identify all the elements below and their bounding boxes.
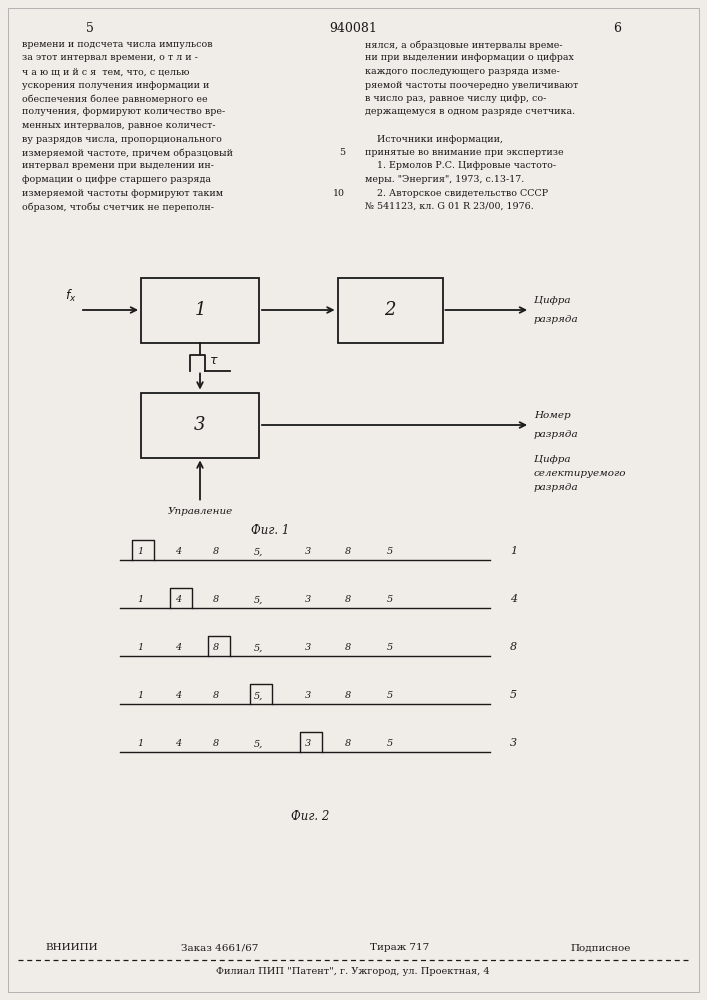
Text: 10: 10 [333, 188, 345, 198]
Text: за этот интервал времени, о т л и -: за этот интервал времени, о т л и - [22, 53, 198, 62]
Text: 8: 8 [345, 692, 351, 700]
Text: 5: 5 [387, 740, 393, 748]
Text: 4: 4 [175, 692, 181, 700]
Text: 3: 3 [305, 595, 311, 604]
Text: измеряемой частоты формируют таким: измеряемой частоты формируют таким [22, 188, 223, 198]
Text: 940081: 940081 [329, 22, 377, 35]
Text: держащемуся в одном разряде счетчика.: держащемуся в одном разряде счетчика. [365, 107, 575, 116]
Text: 5,: 5, [253, 548, 263, 556]
Text: Источники информации,: Источники информации, [365, 134, 503, 143]
Text: 4: 4 [175, 740, 181, 748]
Text: 3: 3 [510, 738, 517, 748]
Text: 3: 3 [194, 416, 206, 434]
Text: 2. Авторское свидетельство СССР: 2. Авторское свидетельство СССР [365, 188, 548, 198]
Text: 5: 5 [510, 690, 517, 700]
Text: обеспечения более равномерного ее: обеспечения более равномерного ее [22, 94, 208, 104]
Text: 3: 3 [305, 692, 311, 700]
Text: Подписное: Подписное [570, 944, 631, 952]
Bar [337, 277, 443, 342]
Text: 8: 8 [213, 644, 219, 652]
Text: 5: 5 [339, 148, 345, 157]
Text: ускорения получения информации и: ускорения получения информации и [22, 81, 209, 90]
Text: 2: 2 [384, 301, 396, 319]
Text: № 541123, кл. G 01 R 23/00, 1976.: № 541123, кл. G 01 R 23/00, 1976. [365, 202, 534, 211]
Text: 8: 8 [345, 595, 351, 604]
Text: разряда: разряда [534, 483, 578, 492]
Text: 1. Ермолов Р.С. Цифровые частото-: 1. Ермолов Р.С. Цифровые частото- [365, 161, 556, 170]
Text: ч а ю щ и й с я  тем, что, с целью: ч а ю щ и й с я тем, что, с целью [22, 67, 189, 76]
Text: разряда: разряда [534, 315, 578, 324]
Text: меры. "Энергия", 1973, с.13-17.: меры. "Энергия", 1973, с.13-17. [365, 175, 525, 184]
Text: получения, формируют количество вре-: получения, формируют количество вре- [22, 107, 226, 116]
Bar [141, 392, 259, 458]
Text: 5: 5 [387, 692, 393, 700]
Text: 5: 5 [387, 548, 393, 556]
Text: Филиал ПИП "Патент", г. Ужгород, ул. Проектная, 4: Филиал ПИП "Патент", г. Ужгород, ул. Про… [216, 968, 490, 976]
Text: менных интервалов, равное количест-: менных интервалов, равное количест- [22, 121, 216, 130]
Text: 8: 8 [345, 644, 351, 652]
Text: измеряемой частоте, причем образцовый: измеряемой частоте, причем образцовый [22, 148, 233, 157]
Text: селектируемого: селектируемого [534, 469, 626, 478]
Text: 4: 4 [510, 594, 517, 604]
Text: 4: 4 [175, 644, 181, 652]
Text: ВНИИПИ: ВНИИПИ [45, 944, 98, 952]
Text: Управление: Управление [168, 506, 233, 516]
Text: 5: 5 [387, 644, 393, 652]
Text: Фиг. 2: Фиг. 2 [291, 810, 329, 822]
Text: Номер: Номер [534, 411, 571, 420]
Text: 3: 3 [305, 644, 311, 652]
Text: формации о цифре старшего разряда: формации о цифре старшего разряда [22, 175, 211, 184]
Text: Заказ 4661/67: Заказ 4661/67 [181, 944, 259, 952]
Text: 8: 8 [213, 548, 219, 556]
Text: 8: 8 [345, 740, 351, 748]
Text: $f_x$: $f_x$ [65, 288, 77, 304]
Text: Цифра: Цифра [534, 455, 571, 464]
Text: 8: 8 [213, 740, 219, 748]
Text: 1: 1 [510, 546, 517, 556]
Text: 5,: 5, [253, 692, 263, 700]
Text: 8: 8 [213, 595, 219, 604]
Text: принятые во внимание при экспертизе: принятые во внимание при экспертизе [365, 148, 563, 157]
Text: 1: 1 [137, 740, 143, 748]
Text: 5,: 5, [253, 740, 263, 748]
Text: 8: 8 [345, 548, 351, 556]
Text: 4: 4 [175, 595, 181, 604]
Text: 8: 8 [510, 643, 517, 652]
Text: нялся, а образцовые интервалы време-: нялся, а образцовые интервалы време- [365, 40, 563, 49]
Text: Тираж 717: Тираж 717 [370, 944, 430, 952]
Text: 1: 1 [194, 301, 206, 319]
Text: Цифра: Цифра [534, 296, 571, 305]
Text: $\tau$: $\tau$ [209, 354, 218, 367]
Text: 1: 1 [137, 595, 143, 604]
Text: 5: 5 [387, 595, 393, 604]
Text: каждого последующего разряда изме-: каждого последующего разряда изме- [365, 67, 560, 76]
Text: 6: 6 [613, 22, 621, 35]
Text: разряда: разряда [534, 430, 578, 439]
Text: интервал времени при выделении ин-: интервал времени при выделении ин- [22, 161, 214, 170]
Text: Фиг. 1: Фиг. 1 [251, 524, 289, 538]
Text: 5,: 5, [253, 644, 263, 652]
Text: 1: 1 [137, 692, 143, 700]
Text: ву разрядов числа, пропорционального: ву разрядов числа, пропорционального [22, 134, 222, 143]
Text: ряемой частоты поочередно увеличивают: ряемой частоты поочередно увеличивают [365, 81, 578, 90]
Text: 5: 5 [86, 22, 94, 35]
Text: 4: 4 [175, 548, 181, 556]
Text: 8: 8 [213, 692, 219, 700]
Text: образом, чтобы счетчик не переполн-: образом, чтобы счетчик не переполн- [22, 202, 214, 212]
Text: в число раз, равное числу цифр, со-: в число раз, равное числу цифр, со- [365, 94, 547, 103]
Text: 1: 1 [137, 548, 143, 556]
Text: 5,: 5, [253, 595, 263, 604]
Text: времени и подсчета числа импульсов: времени и подсчета числа импульсов [22, 40, 213, 49]
Text: 3: 3 [305, 740, 311, 748]
Text: ни при выделении информации о цифрах: ни при выделении информации о цифрах [365, 53, 574, 62]
Text: 1: 1 [137, 644, 143, 652]
Text: 3: 3 [305, 548, 311, 556]
Bar [141, 277, 259, 342]
